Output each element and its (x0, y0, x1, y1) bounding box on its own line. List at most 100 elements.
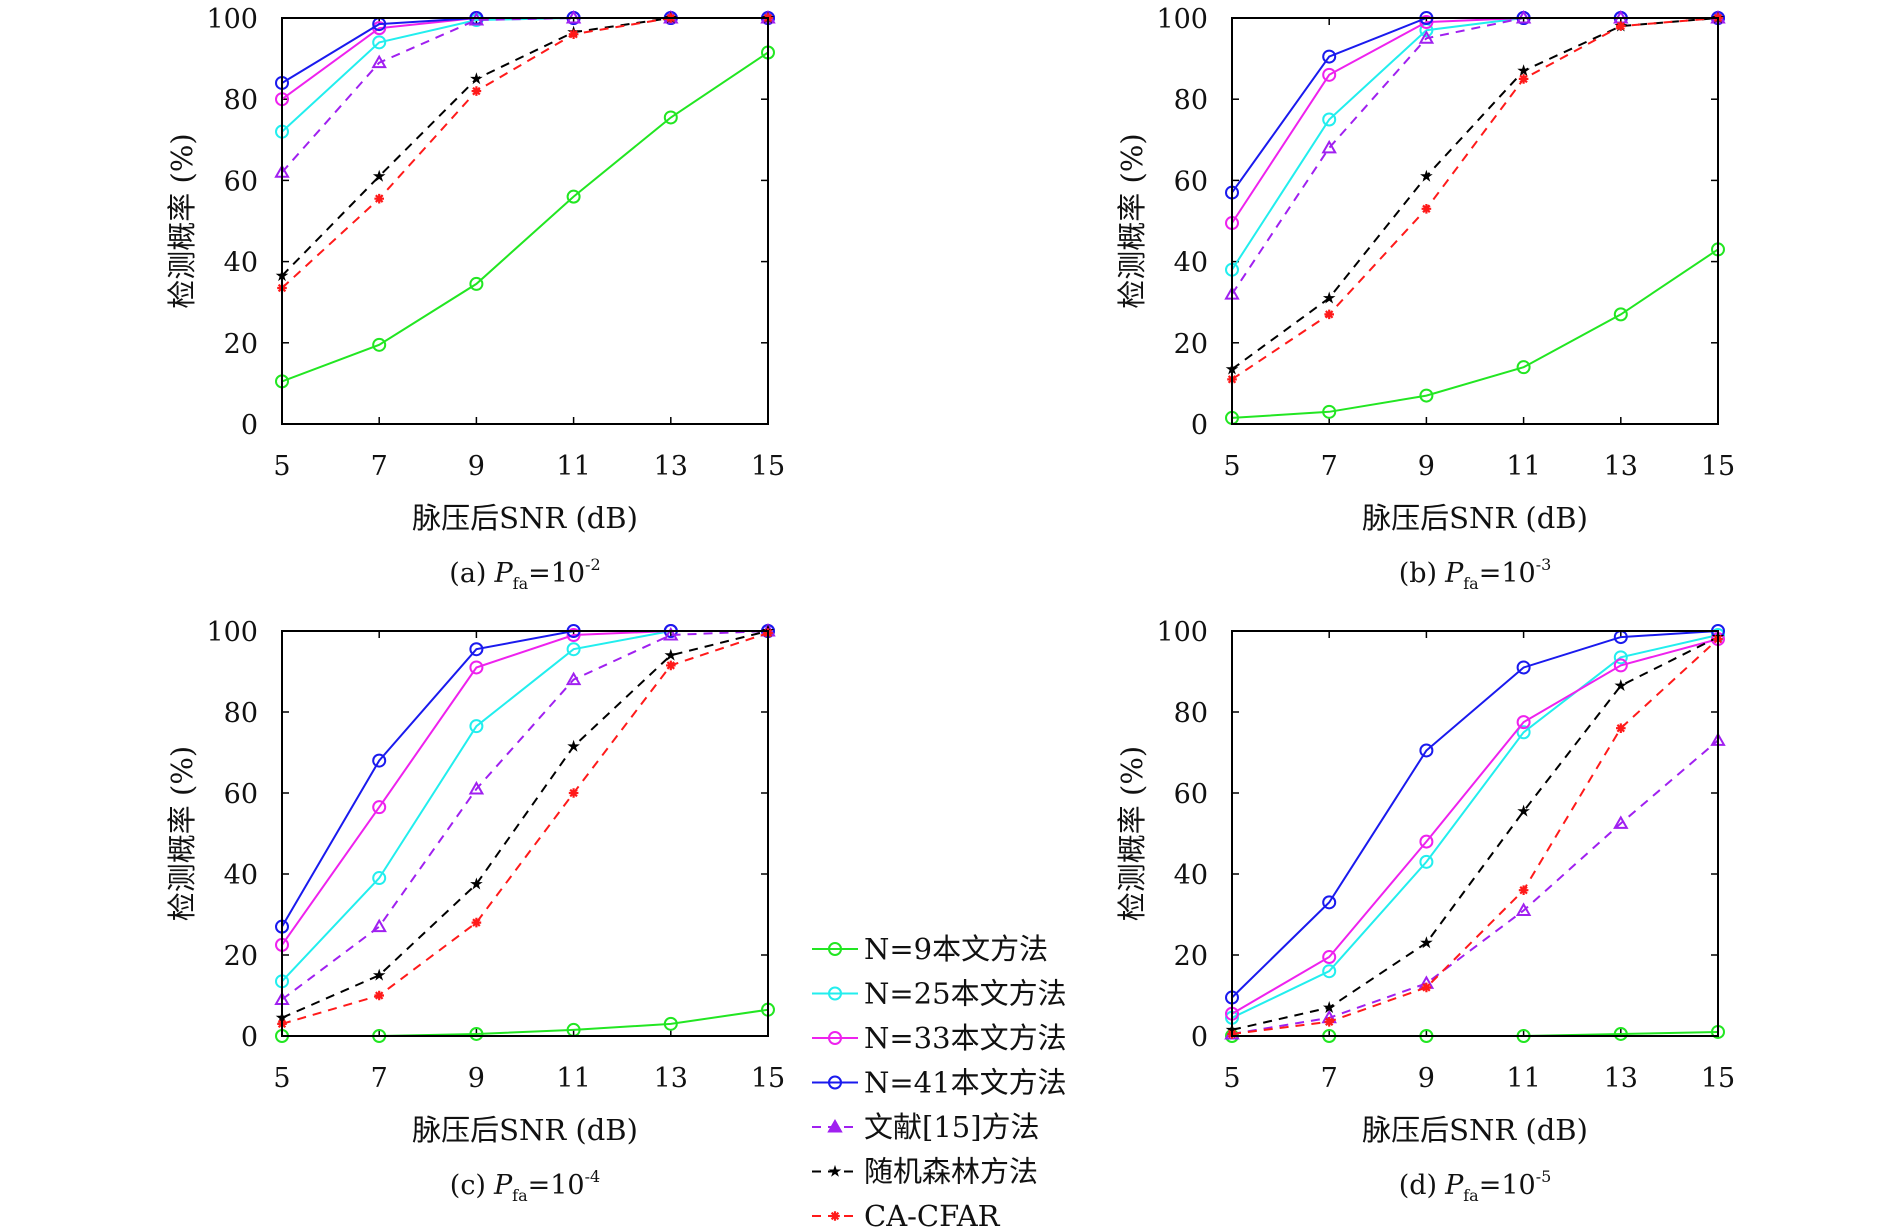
circle-marker (1322, 49, 1337, 64)
x-tick-label: 9 (1418, 1063, 1435, 1094)
star-marker (372, 968, 386, 981)
series-line (1231, 634, 1719, 1019)
caption-equals: =10 (1479, 1170, 1536, 1201)
star-marker (567, 739, 580, 752)
caption-exponent: -3 (1536, 555, 1552, 574)
y-tick-label: 100 (1156, 617, 1208, 648)
circle-marker (1516, 715, 1531, 730)
series-line (282, 1008, 769, 1037)
y-tick-label: 20 (1174, 329, 1208, 360)
caption-equals: =10 (528, 558, 585, 589)
circle-marker (1419, 743, 1434, 758)
circle-marker (1419, 834, 1434, 849)
series-line (281, 17, 768, 173)
caption-prefix: (d) (1399, 1170, 1437, 1201)
asterisk-marker (1518, 885, 1529, 895)
legend-entry: CA-CFAR (812, 1199, 1001, 1231)
circle-marker (1322, 895, 1337, 910)
series-5 (1225, 11, 1725, 375)
triangle-marker (565, 671, 582, 686)
asterisk-marker (374, 193, 384, 204)
asterisk-marker (1518, 74, 1529, 84)
y-tick-label: 80 (224, 85, 258, 116)
x-tick-label: 7 (371, 451, 388, 482)
plot-frame (1231, 630, 1719, 1037)
y-tick-label: 60 (1174, 779, 1208, 810)
asterisk-marker (1324, 1017, 1334, 1027)
x-tick-label: 5 (1223, 451, 1240, 482)
star-marker (1420, 169, 1433, 182)
legend-label: CA-CFAR (864, 1199, 1001, 1231)
series-2 (1225, 11, 1725, 231)
caption-subscript: fa (513, 574, 529, 593)
subplot-c: 5 7 9 11 13 15 0 20 40 60 80 100 脉压后SNR (dB) 检测概率 (%)… (165, 617, 785, 1205)
caption-prefix: (c) (450, 1170, 486, 1201)
x-axis-label: 脉压后SNR (dB) (1362, 501, 1588, 535)
series-2 (275, 624, 775, 952)
triangle-marker (1418, 30, 1435, 44)
circle-marker (1322, 67, 1337, 82)
triangle-marker (371, 54, 387, 69)
x-axis-label: 脉压后SNR (dB) (412, 1113, 638, 1147)
circle-marker (828, 942, 842, 956)
asterisk-marker (1324, 309, 1334, 320)
caption-prefix: (b) (1399, 558, 1437, 589)
y-axis-label: 检测概率 (%) (1115, 746, 1149, 921)
x-tick-label: 11 (556, 451, 590, 482)
star-marker (1322, 291, 1336, 304)
y-tick-label: 40 (224, 860, 258, 891)
asterisk-marker (1421, 204, 1432, 214)
caption-subscript: fa (1463, 574, 1479, 593)
x-tick-label: 13 (1604, 1063, 1638, 1094)
subplot-caption: (c) Pfa=10-4 (450, 1167, 600, 1205)
asterisk-marker (830, 1211, 840, 1221)
caption-equals: =10 (1479, 558, 1536, 589)
series-1 (1225, 628, 1725, 1025)
x-tick-label: 11 (1506, 451, 1540, 482)
y-tick-label: 20 (224, 941, 258, 972)
legend-label: 文献[15]方法 (864, 1110, 1040, 1144)
y-tick-label: 40 (1174, 248, 1208, 279)
triangle-marker (1515, 902, 1532, 916)
y-axis-label: 检测概率 (%) (165, 133, 199, 308)
asterisk-marker (374, 990, 384, 1001)
circle-marker (566, 642, 581, 657)
legend-entry: 文献[15]方法 (812, 1110, 1040, 1144)
circle-marker (372, 337, 387, 352)
subplot-b: 5 7 9 11 13 15 0 20 40 60 80 100 脉压后SNR (dB) 检测概率 (%)… (1115, 4, 1735, 593)
series-line (281, 51, 769, 383)
series-line (1231, 17, 1719, 381)
caption-equals: =10 (528, 1170, 585, 1201)
series-line (281, 17, 768, 101)
series-line (1231, 638, 1719, 1035)
series-3 (275, 11, 775, 90)
legend-entry: 随机森林方法 (812, 1155, 1038, 1189)
circle-marker (1516, 660, 1531, 675)
circle-marker (1516, 360, 1531, 375)
y-tick-label: 80 (224, 698, 258, 729)
star-marker (828, 1164, 842, 1177)
x-tick-label: 7 (1321, 1063, 1338, 1094)
circle-marker (566, 628, 581, 643)
triangle-marker (827, 1118, 843, 1133)
series-line (281, 17, 768, 289)
circle-marker (469, 276, 484, 291)
x-tick-label: 7 (371, 1063, 388, 1094)
series-line (1231, 636, 1719, 1031)
subplot-a: 5 7 9 11 13 15 0 20 40 60 80 100 脉压后SNR (dB) 检测概率 (%)… (165, 4, 785, 593)
star-marker (470, 877, 483, 890)
star-marker (1614, 679, 1628, 691)
circle-marker (372, 753, 387, 768)
x-axis-label: 脉压后SNR (dB) (1362, 1113, 1588, 1147)
y-tick-label: 0 (1191, 1022, 1208, 1053)
y-tick-label: 40 (1174, 860, 1208, 891)
circle-marker (1613, 1026, 1628, 1041)
y-tick-label: 60 (224, 166, 258, 197)
subplot-caption: (d) Pfa=10-5 (1399, 1167, 1552, 1205)
asterisk-marker (1616, 21, 1626, 31)
triangle-marker (1321, 139, 1337, 154)
series-3 (1225, 11, 1725, 200)
circle-marker (663, 1016, 678, 1031)
series-4 (274, 9, 776, 178)
